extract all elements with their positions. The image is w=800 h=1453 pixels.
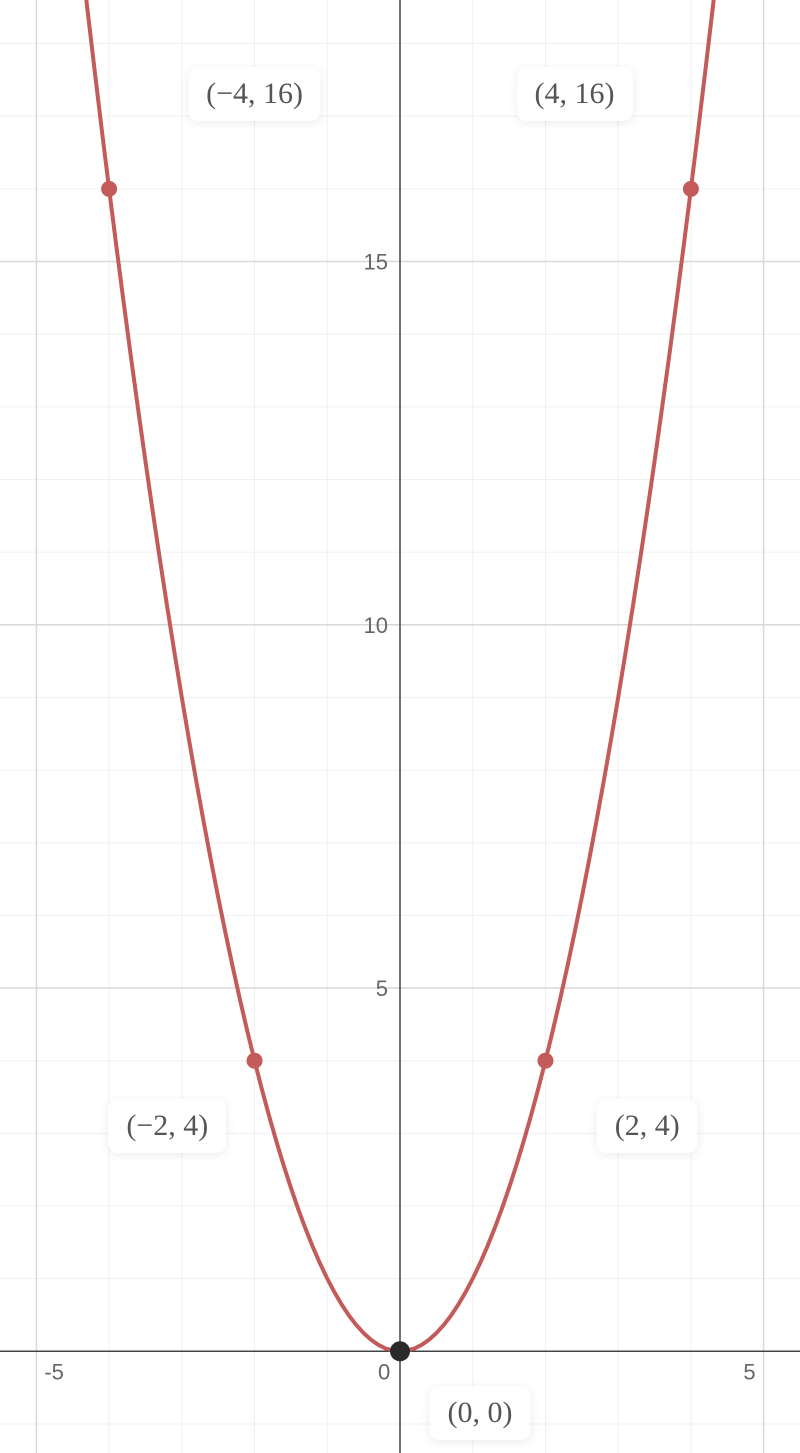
point-label-text: (4, 16) <box>535 77 615 110</box>
point-label: (0, 0) <box>430 1386 531 1440</box>
point-label: (−4, 16) <box>188 67 321 121</box>
y-tick-label: 10 <box>364 613 388 638</box>
point-label: (−2, 4) <box>108 1099 226 1153</box>
point-label-text: (0, 0) <box>448 1396 513 1429</box>
x-tick-label: 5 <box>743 1359 755 1384</box>
y-tick-label: 5 <box>376 976 388 1001</box>
point-label: (2, 4) <box>597 1099 698 1153</box>
y-tick-label: 15 <box>364 250 388 275</box>
data-point <box>101 181 117 197</box>
data-point <box>537 1053 553 1069</box>
point-label: (4, 16) <box>517 67 633 121</box>
point-label-text: (−4, 16) <box>206 77 303 110</box>
data-point <box>247 1053 263 1069</box>
data-point <box>390 1341 410 1361</box>
parabola-chart: -5 0 5 5 10 15 (−4, 16) (4, 16) (−2, 4) (2, 4) (0… <box>0 0 800 1453</box>
point-label-text: (2, 4) <box>615 1109 680 1142</box>
x-tick-label: -5 <box>44 1359 64 1384</box>
point-label-text: (−2, 4) <box>126 1109 208 1142</box>
x-tick-label: 0 <box>378 1359 390 1384</box>
chart-svg: -5 0 5 5 10 15 <box>0 0 800 1453</box>
data-point <box>683 181 699 197</box>
